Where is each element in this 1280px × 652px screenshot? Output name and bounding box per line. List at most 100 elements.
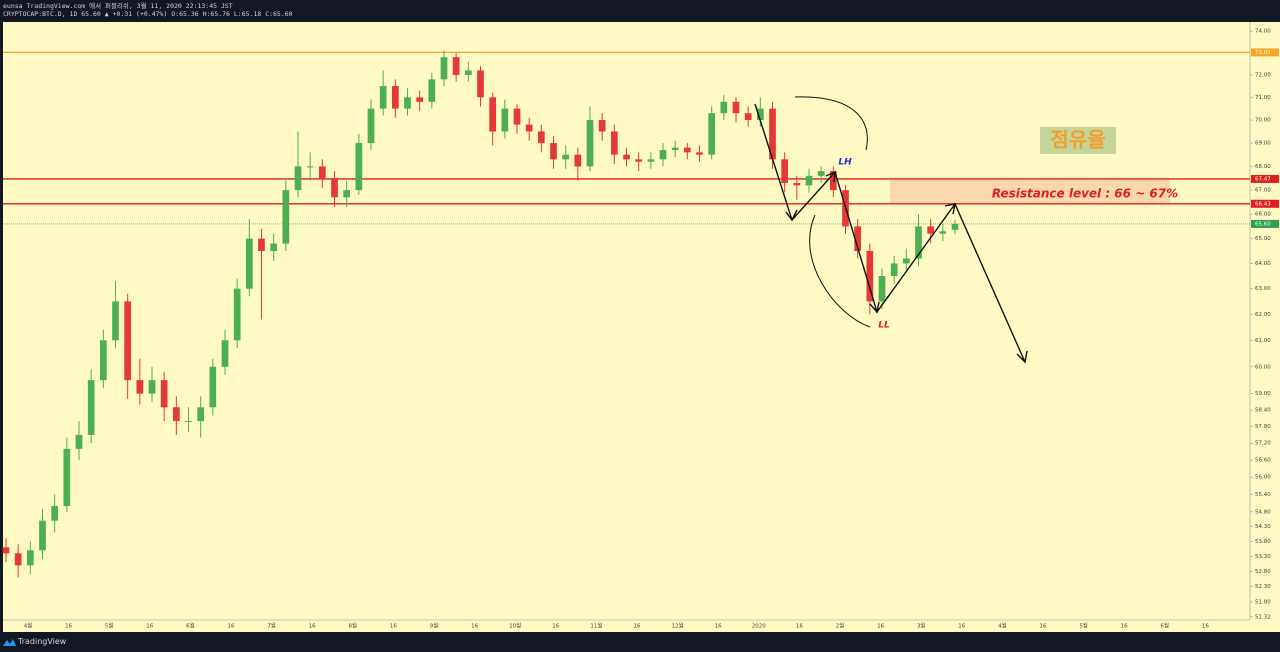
candle-body bbox=[294, 166, 302, 191]
candle-body bbox=[769, 108, 776, 160]
x-tick-label: 16 bbox=[552, 624, 559, 630]
candle-body bbox=[550, 143, 557, 160]
candle-body bbox=[477, 70, 484, 98]
y-tick-label: 74.00 bbox=[1255, 29, 1271, 35]
candle-body bbox=[927, 226, 935, 234]
x-tick-label: 16 bbox=[877, 624, 884, 630]
candle-body bbox=[489, 97, 497, 132]
y-tick-label: 54.30 bbox=[1255, 524, 1271, 530]
candle-body bbox=[416, 97, 424, 102]
candle-body bbox=[318, 166, 326, 179]
chart-background bbox=[3, 22, 1280, 632]
price-level-tag bbox=[1251, 219, 1279, 228]
candle-body bbox=[805, 175, 813, 186]
y-tick-label: 57.80 bbox=[1255, 424, 1271, 430]
candle-body bbox=[513, 108, 521, 125]
arrow-head bbox=[1016, 350, 1028, 364]
candle-body bbox=[756, 108, 764, 121]
candle-body bbox=[87, 380, 95, 435]
candle-body bbox=[781, 159, 789, 183]
candle-body bbox=[270, 243, 278, 251]
candle-body bbox=[817, 171, 825, 176]
x-tick-label: 16 bbox=[471, 624, 478, 630]
x-tick-label: 5월 bbox=[1079, 622, 1088, 630]
candle-body bbox=[233, 288, 241, 341]
candle-body bbox=[63, 448, 71, 507]
x-tick-label: 16 bbox=[1202, 624, 1209, 630]
price-level-label: 65.60 bbox=[1255, 221, 1271, 227]
y-tick-label: 51.80 bbox=[1255, 599, 1271, 605]
candle-body bbox=[440, 57, 448, 80]
y-tick-label: 68.00 bbox=[1255, 164, 1271, 170]
candle-body bbox=[647, 159, 655, 162]
price-level-label: 66.43 bbox=[1255, 201, 1271, 207]
candle-body bbox=[659, 150, 667, 160]
candle-body bbox=[902, 258, 910, 264]
candle-body bbox=[379, 86, 387, 109]
candle-body bbox=[574, 154, 582, 167]
candle-body bbox=[793, 182, 801, 186]
header: eunsa TradingView.com 에서 퍼블리쉬, 3월 11, 20… bbox=[0, 0, 1280, 22]
y-tick-label: 51.32 bbox=[1255, 614, 1271, 620]
y-tick-label: 55.40 bbox=[1255, 492, 1271, 498]
candle-body bbox=[562, 154, 570, 160]
candle-body bbox=[99, 340, 107, 381]
x-tick-label: 16 bbox=[958, 624, 965, 630]
x-tick-label: 16 bbox=[1040, 624, 1047, 630]
lh-label: LH bbox=[838, 158, 852, 168]
candle-body bbox=[160, 380, 168, 408]
x-tick-label: 12월 bbox=[672, 622, 684, 630]
y-tick-label: 65.00 bbox=[1255, 236, 1271, 242]
candle-body bbox=[720, 101, 728, 114]
candle-body bbox=[343, 190, 351, 198]
candle-body bbox=[586, 120, 594, 167]
candle-body bbox=[197, 407, 205, 422]
y-tick-label: 64.00 bbox=[1255, 261, 1271, 267]
x-tick-label: 4월 bbox=[998, 622, 1007, 630]
candle-body bbox=[452, 57, 460, 75]
candle-body bbox=[26, 550, 34, 566]
x-tick-label: 16 bbox=[1121, 624, 1128, 630]
candle-body bbox=[829, 171, 837, 191]
candle-body bbox=[258, 238, 265, 251]
x-tick-label: 16 bbox=[146, 624, 153, 630]
candle-body bbox=[854, 226, 862, 251]
price-level-tag bbox=[1251, 199, 1279, 208]
arc bbox=[794, 96, 868, 151]
candle-body bbox=[331, 178, 338, 198]
x-tick-label: 9월 bbox=[430, 622, 439, 630]
symbol-info: CRYPTOCAP:BTC.D, 1D 65.60 ▲ +0.31 (+0.47… bbox=[3, 10, 293, 18]
price-level-tag bbox=[1251, 174, 1279, 183]
candle-body bbox=[282, 190, 290, 244]
resistance-zone bbox=[890, 178, 1170, 204]
candle-body bbox=[598, 120, 606, 132]
candle-body bbox=[744, 113, 752, 121]
candle-body bbox=[367, 108, 375, 144]
candle-body bbox=[537, 131, 545, 144]
x-tick-label: 16 bbox=[796, 624, 803, 630]
price-level-label: 67.47 bbox=[1255, 176, 1271, 182]
y-tick-label: 53.80 bbox=[1255, 539, 1271, 545]
x-tick-label: 8월 bbox=[349, 622, 358, 630]
y-tick-label: 52.30 bbox=[1255, 584, 1271, 590]
arc bbox=[809, 214, 871, 328]
x-tick-label: 16 bbox=[228, 624, 235, 630]
footer: TradingView bbox=[0, 632, 1280, 652]
candle-body bbox=[51, 506, 59, 521]
candle-body bbox=[221, 340, 229, 367]
candle-body bbox=[708, 113, 716, 155]
y-tick-label: 62.00 bbox=[1255, 312, 1271, 318]
x-tick-label: 16 bbox=[65, 624, 72, 630]
candle-body bbox=[866, 250, 874, 302]
arrow-head bbox=[869, 301, 880, 314]
plot: 74.00 72.00 71.00 70.00 69.00 68.00 67.00 66.00… bbox=[2, 29, 1279, 630]
x-tick-label: 11월 bbox=[590, 622, 602, 630]
drawings bbox=[754, 96, 1028, 364]
label-box bbox=[1040, 127, 1116, 154]
candle-body bbox=[939, 231, 947, 234]
y-tick-label: 72.00 bbox=[1255, 72, 1271, 78]
price-level-label: 73.02 bbox=[1255, 50, 1271, 56]
y-tick-label: 58.40 bbox=[1255, 408, 1271, 414]
candle-body bbox=[671, 147, 679, 151]
price-level-tag bbox=[1251, 48, 1279, 57]
